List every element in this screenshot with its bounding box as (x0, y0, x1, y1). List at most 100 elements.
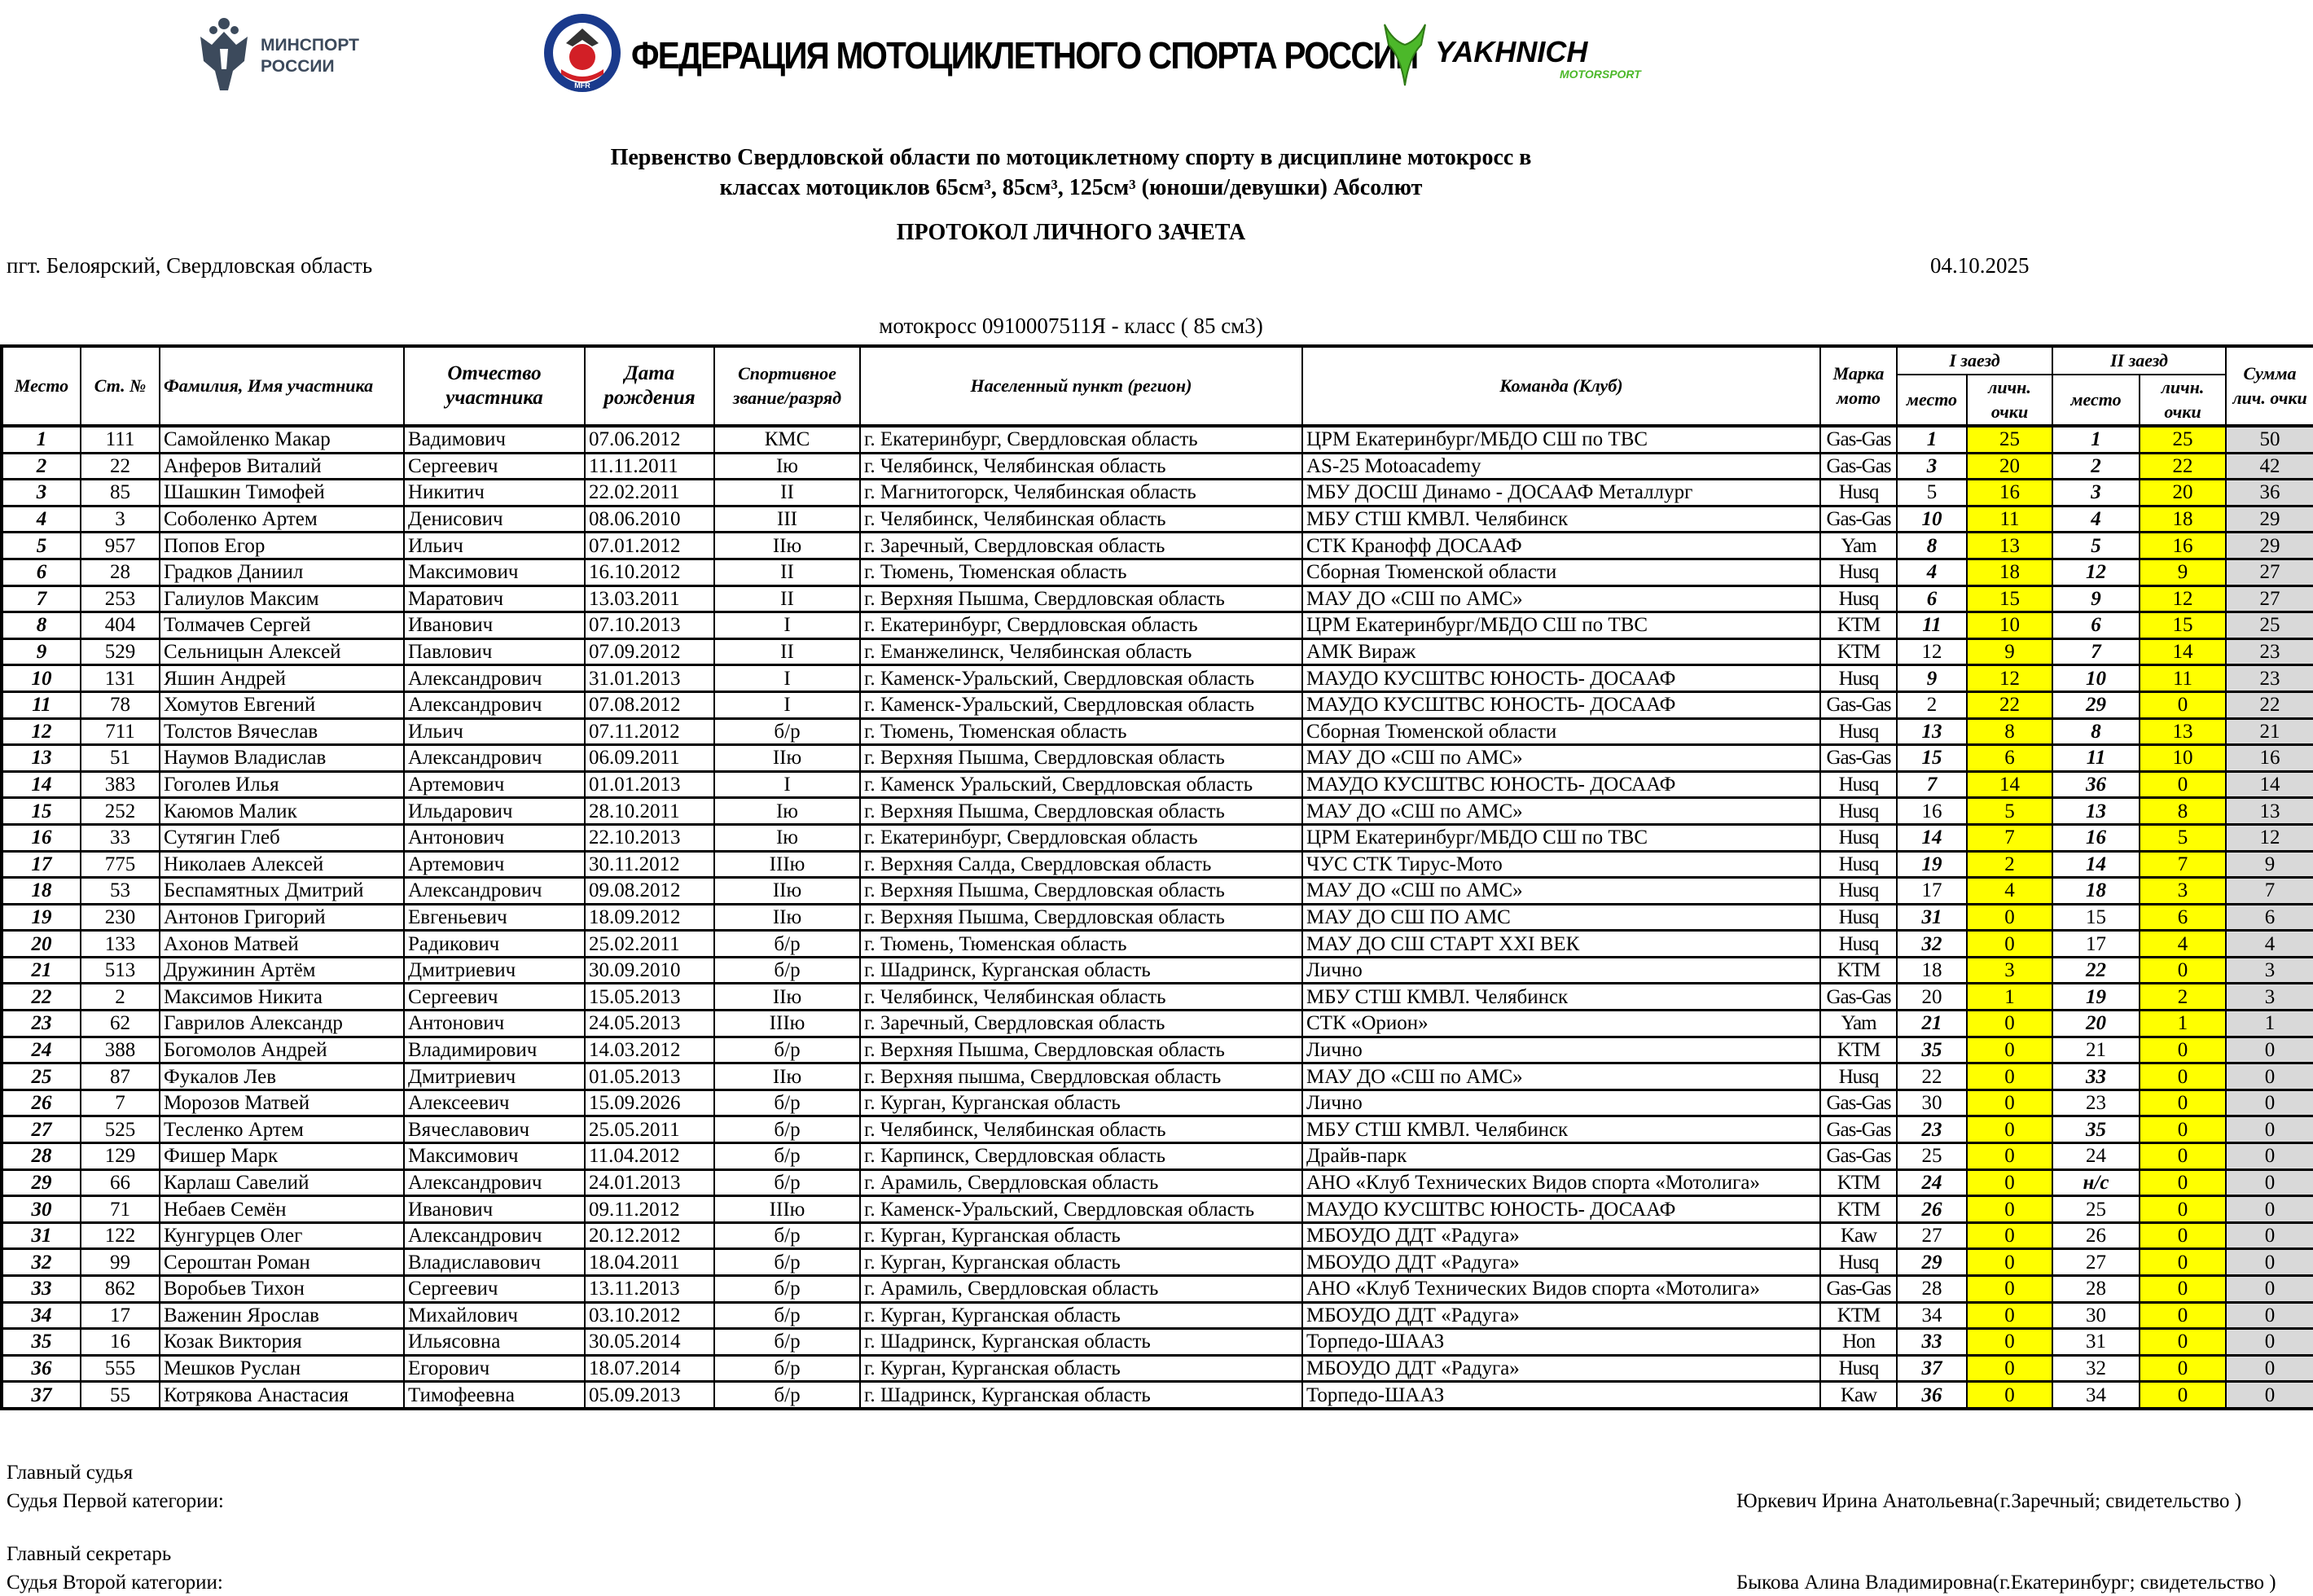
cell-place: 35 (1, 1327, 81, 1357)
cell-place: 17 (1, 849, 81, 879)
cell-team: СТК Кранофф ДОСААФ (1301, 531, 1821, 560)
cell-name: Сутягин Глеб (159, 822, 405, 852)
cell-number: 862 (80, 1274, 160, 1304)
cell-patronymic: Егорович (403, 1353, 586, 1383)
cell-total: 3 (2225, 955, 2313, 984)
col-header-city: Населенный пункт (регион) (859, 345, 1303, 427)
table-row: 22 2 Максимов Никита Сергеевич 15.05.2013 IIю… (1, 982, 2313, 1011)
cell-place: 37 (1, 1380, 81, 1410)
cell-name: Хомутов Евгений (159, 690, 405, 720)
cell-total: 0 (2225, 1221, 2313, 1250)
cell-place: 20 (1, 929, 81, 958)
cell-city: г. Курган, Курганская область (859, 1247, 1303, 1277)
cell-patronymic: Вячеславович (403, 1115, 586, 1144)
cell-number: 111 (80, 424, 160, 454)
cell-race2-points: 5 (2139, 822, 2227, 852)
cell-name: Фукалов Лев (159, 1062, 405, 1091)
cell-total: 14 (2225, 770, 2313, 799)
cell-team: МБОУДО ДДТ «Радуга» (1301, 1300, 1821, 1330)
cell-moto: Kaw (1819, 1221, 1898, 1250)
cell-patronymic: Маратович (403, 584, 586, 613)
cell-race2-points: 10 (2139, 743, 2227, 773)
cell-rank: I (713, 611, 861, 640)
cell-dob: 09.11.2012 (584, 1195, 715, 1224)
yakhnich-logo: YAKHNICH MOTORSPORT (1376, 20, 1645, 94)
cell-number: 7 (80, 1088, 160, 1117)
cell-race2-points: 0 (2139, 1327, 2227, 1357)
cell-rank: б/р (713, 955, 861, 984)
cell-total: 0 (2225, 1062, 2313, 1091)
cell-city: г. Верхняя Салда, Свердловская область (859, 849, 1303, 879)
cell-moto: Gas-Gas (1819, 690, 1898, 720)
cell-race1-place: 20 (1896, 982, 1968, 1011)
col-header-moto: Марка мото (1819, 345, 1898, 427)
cell-dob: 16.10.2012 (584, 557, 715, 587)
cell-patronymic: Дмитриевич (403, 1062, 586, 1091)
cell-race2-place: 30 (2052, 1300, 2141, 1330)
cell-race1-place: 9 (1896, 664, 1968, 693)
cell-rank: б/р (713, 929, 861, 958)
cell-city: г. Каменск-Уральский, Свердловская облас… (859, 690, 1303, 720)
cell-race1-place: 15 (1896, 743, 1968, 773)
cell-team: Драйв-парк (1301, 1142, 1821, 1171)
cell-race2-place: 13 (2052, 796, 2141, 826)
cell-patronymic: Александрович (403, 876, 586, 905)
cell-moto: Gas-Gas (1819, 424, 1898, 454)
cell-race1-place: 11 (1896, 611, 1968, 640)
col-header-race2-points: личн. очки (2139, 374, 2227, 427)
cell-place: 12 (1, 717, 81, 746)
cell-race1-place: 22 (1896, 1062, 1968, 1091)
cell-city: г. Заречный, Свердловская область (859, 531, 1303, 560)
cell-patronymic: Дмитриевич (403, 955, 586, 984)
cell-city: г. Челябинск, Челябинская область (859, 1115, 1303, 1144)
table-row: 19 230 Антонов Григорий Евгеньевич 18.09.201… (1, 902, 2313, 932)
cell-race2-points: 0 (2139, 1035, 2227, 1064)
cell-moto: Gas-Gas (1819, 1274, 1898, 1304)
cell-race1-points: 18 (1965, 557, 2054, 587)
cell-race1-points: 0 (1965, 1274, 2054, 1304)
cell-race1-points: 0 (1965, 902, 2054, 932)
cell-city: г. Каменск Уральский, Свердловская облас… (859, 770, 1303, 799)
cell-total: 0 (2225, 1035, 2313, 1064)
event-title-line1: Первенство Свердловской области по мотоц… (610, 145, 1532, 170)
cell-team: Торпедо-ШААЗ (1301, 1327, 1821, 1357)
cell-race1-place: 34 (1896, 1300, 1968, 1330)
cell-race1-points: 3 (1965, 955, 2054, 984)
cell-city: г. Верхняя Пышма, Свердловская область (859, 796, 1303, 826)
cell-race1-place: 21 (1896, 1009, 1968, 1038)
cell-race2-place: 15 (2052, 902, 2141, 932)
cell-moto: Gas-Gas (1819, 1115, 1898, 1144)
cell-race1-place: 31 (1896, 902, 1968, 932)
cell-dob: 24.01.2013 (584, 1168, 715, 1197)
cell-name: Каюмов Малик (159, 796, 405, 826)
cell-race1-points: 0 (1965, 1353, 2054, 1383)
cell-total: 29 (2225, 504, 2313, 533)
cell-race2-points: 0 (2139, 955, 2227, 984)
cell-city: г. Курган, Курганская область (859, 1300, 1303, 1330)
cell-team: МАУ ДО «СШ по АМС» (1301, 876, 1821, 905)
col-header-team: Команда (Клуб) (1301, 345, 1821, 427)
cell-rank: IIIю (713, 1195, 861, 1224)
event-title-line2: классах мотоциклов 65см³, 85см³, 125см³ … (719, 175, 1423, 200)
table-row: 37 55 Котрякова Анастасия Тимофеевна 05.09.2… (1, 1380, 2313, 1410)
cell-patronymic: Иванович (403, 1195, 586, 1224)
results-table: Место Ст. № Фамилия, Имя участника Отчес… (0, 344, 2313, 1410)
table-row: 32 99 Сероштан Роман Владиславович 18.04.201… (1, 1247, 2313, 1277)
cell-rank: Iю (713, 822, 861, 852)
cell-number: 66 (80, 1168, 160, 1197)
table-row: 6 28 Градков Даниил Максимович 16.10.2012 II г… (1, 557, 2313, 587)
cell-team: МАУ ДО «СШ по АМС» (1301, 743, 1821, 773)
cell-rank: б/р (713, 1247, 861, 1277)
cell-race2-place: 25 (2052, 1195, 2141, 1224)
cell-name: Градков Даниил (159, 557, 405, 587)
cell-dob: 24.05.2013 (584, 1009, 715, 1038)
cell-number: 711 (80, 717, 160, 746)
cell-race1-points: 2 (1965, 849, 2054, 879)
cell-place: 21 (1, 955, 81, 984)
cell-name: Морозов Матвей (159, 1088, 405, 1117)
cell-race2-points: 18 (2139, 504, 2227, 533)
cell-race2-place: 16 (2052, 822, 2141, 852)
cell-race2-points: 0 (2139, 690, 2227, 720)
cell-team: МБУ СТШ КМВЛ. Челябинск (1301, 982, 1821, 1011)
cell-team: ЦРМ Екатеринбург/МБДО СШ по ТВС (1301, 424, 1821, 454)
